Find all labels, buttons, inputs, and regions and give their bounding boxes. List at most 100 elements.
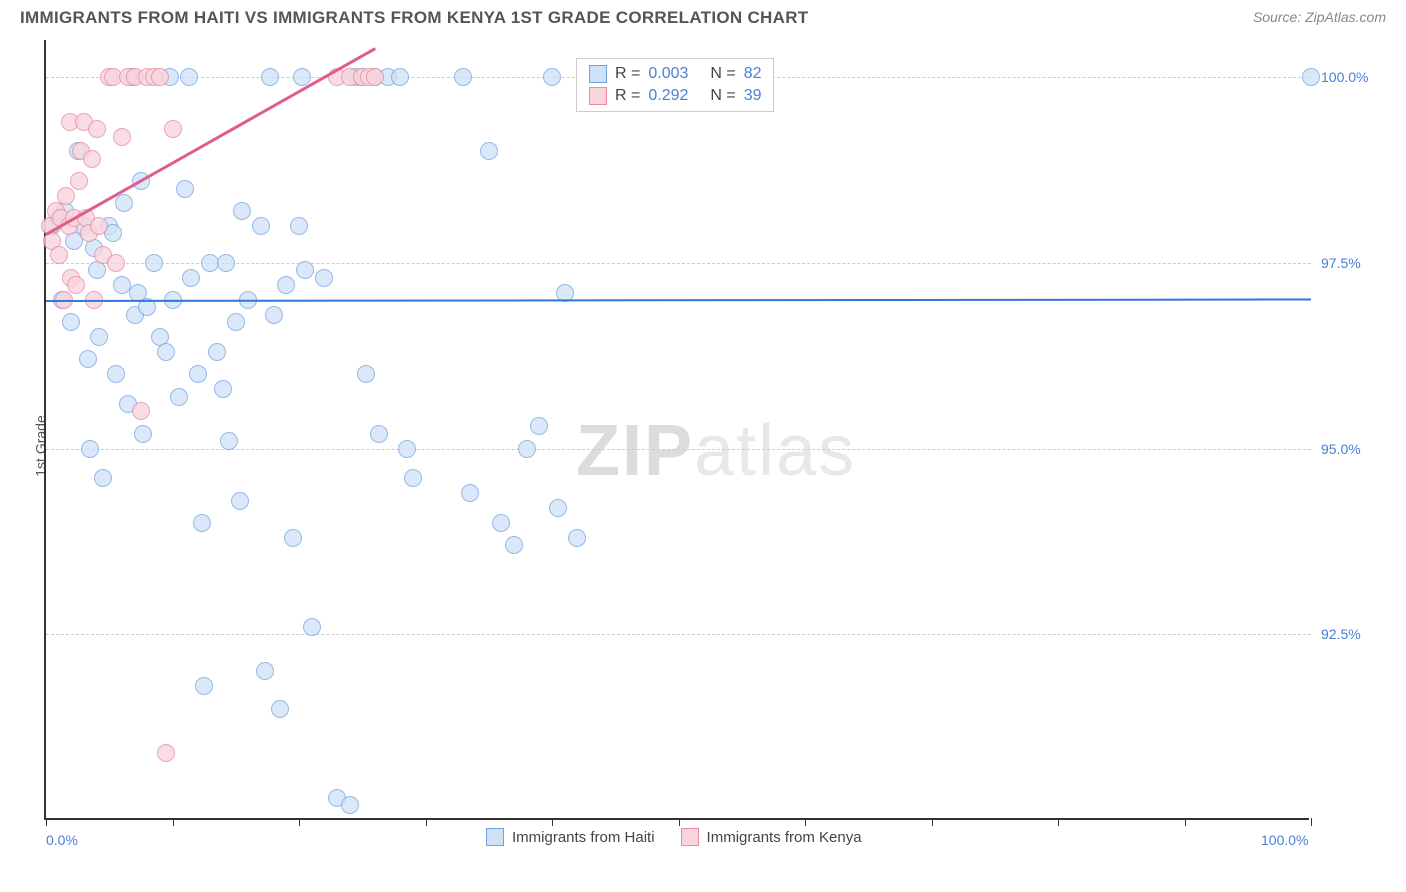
scatter-point <box>227 313 245 331</box>
chart-container: ZIPatlas 92.5%95.0%97.5%100.0%0.0%100.0%… <box>44 40 1379 838</box>
x-tick-label: 0.0% <box>46 832 78 848</box>
scatter-point <box>505 536 523 554</box>
trend-line <box>45 48 375 236</box>
scatter-point <box>67 276 85 294</box>
scatter-point <box>81 440 99 458</box>
watermark-bold: ZIP <box>576 411 694 491</box>
watermark-light: atlas <box>694 411 856 491</box>
scatter-point <box>284 529 302 547</box>
scatter-point <box>296 261 314 279</box>
scatter-point <box>182 269 200 287</box>
scatter-point <box>90 217 108 235</box>
y-tick-label: 95.0% <box>1321 441 1361 457</box>
scatter-point <box>151 68 169 86</box>
x-tick <box>173 818 174 826</box>
scatter-point <box>189 365 207 383</box>
y-tick-label: 92.5% <box>1321 626 1361 642</box>
scatter-point <box>57 187 75 205</box>
x-tick <box>46 818 47 826</box>
scatter-point <box>90 328 108 346</box>
chart-title: IMMIGRANTS FROM HAITI VS IMMIGRANTS FROM… <box>20 8 808 28</box>
r-label: R = <box>615 87 640 105</box>
scatter-point <box>164 120 182 138</box>
plot-area: ZIPatlas 92.5%95.0%97.5%100.0%0.0%100.0%… <box>44 40 1309 820</box>
scatter-point <box>231 492 249 510</box>
scatter-point <box>290 217 308 235</box>
scatter-point <box>366 68 384 86</box>
y-tick-label: 100.0% <box>1321 69 1368 85</box>
scatter-point <box>261 68 279 86</box>
scatter-point <box>391 68 409 86</box>
gridline-h <box>46 449 1311 450</box>
scatter-point <box>357 365 375 383</box>
scatter-point <box>113 276 131 294</box>
scatter-point <box>549 499 567 517</box>
y-tick-label: 97.5% <box>1321 255 1361 271</box>
scatter-point <box>271 700 289 718</box>
legend-swatch <box>486 828 504 846</box>
scatter-point <box>115 194 133 212</box>
x-tick <box>1311 818 1312 826</box>
x-tick-label: 100.0% <box>1261 832 1308 848</box>
scatter-point <box>370 425 388 443</box>
legend-swatch <box>589 65 607 83</box>
legend-series-label: Immigrants from Haiti <box>512 829 655 846</box>
x-tick <box>426 818 427 826</box>
legend-series: Immigrants from Haiti Immigrants from Ken… <box>486 828 880 846</box>
legend-swatch <box>681 828 699 846</box>
scatter-point <box>454 68 472 86</box>
scatter-point <box>518 440 536 458</box>
n-value: 82 <box>744 65 762 83</box>
source-attribution: Source: ZipAtlas.com <box>1253 9 1386 27</box>
scatter-point <box>404 469 422 487</box>
scatter-point <box>530 417 548 435</box>
scatter-point <box>568 529 586 547</box>
x-tick <box>679 818 680 826</box>
x-tick <box>1185 818 1186 826</box>
scatter-point <box>195 677 213 695</box>
scatter-point <box>480 142 498 160</box>
scatter-point <box>315 269 333 287</box>
scatter-point <box>62 313 80 331</box>
watermark: ZIPatlas <box>576 410 856 492</box>
scatter-point <box>492 514 510 532</box>
scatter-point <box>252 217 270 235</box>
scatter-point <box>157 744 175 762</box>
r-value: 0.292 <box>648 87 702 105</box>
scatter-point <box>233 202 251 220</box>
scatter-point <box>303 618 321 636</box>
x-tick <box>932 818 933 826</box>
n-value: 39 <box>744 87 762 105</box>
scatter-point <box>208 343 226 361</box>
scatter-point <box>277 276 295 294</box>
scatter-point <box>88 120 106 138</box>
scatter-point <box>217 254 235 272</box>
scatter-point <box>176 180 194 198</box>
scatter-point <box>543 68 561 86</box>
x-tick <box>805 818 806 826</box>
x-tick <box>1058 818 1059 826</box>
source-prefix: Source: <box>1253 9 1305 25</box>
r-label: R = <box>615 65 640 83</box>
n-label: N = <box>710 65 735 83</box>
scatter-point <box>265 306 283 324</box>
scatter-point <box>398 440 416 458</box>
legend-series-label: Immigrants from Kenya <box>707 829 862 846</box>
gridline-h <box>46 634 1311 635</box>
scatter-point <box>1302 68 1320 86</box>
scatter-point <box>94 469 112 487</box>
gridline-h <box>46 263 1311 264</box>
n-label: N = <box>710 87 735 105</box>
scatter-point <box>107 254 125 272</box>
legend-swatch <box>589 87 607 105</box>
scatter-point <box>220 432 238 450</box>
scatter-point <box>83 150 101 168</box>
x-tick <box>552 818 553 826</box>
scatter-point <box>50 246 68 264</box>
scatter-point <box>461 484 479 502</box>
scatter-point <box>70 172 88 190</box>
r-value: 0.003 <box>648 65 702 83</box>
scatter-point <box>107 365 125 383</box>
legend-stats-row: R = 0.292 N = 39 <box>589 87 761 105</box>
scatter-point <box>113 128 131 146</box>
